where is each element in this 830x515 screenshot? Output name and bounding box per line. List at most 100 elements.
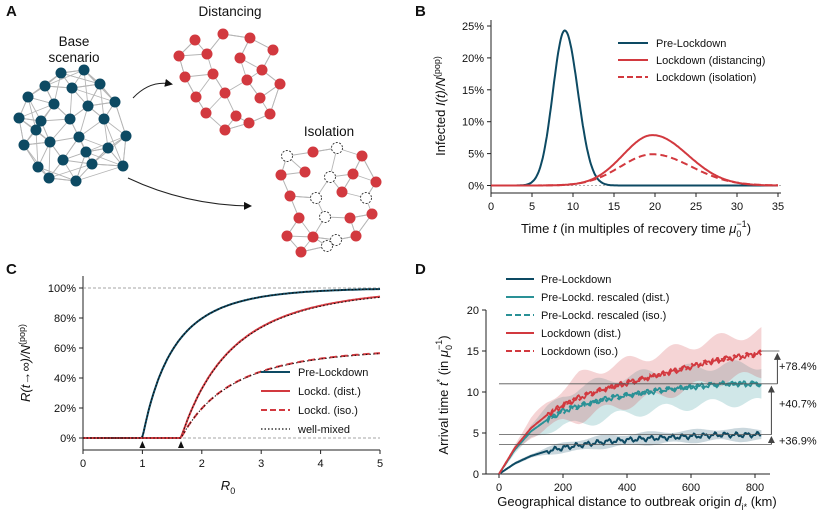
network-edge [23, 144, 50, 179]
d-ticks: 0 200 400 600 800 0 5 10 15 20 [467, 305, 764, 494]
network-node [356, 150, 368, 162]
panel-d-plot: 0 200 400 600 800 0 5 10 15 20 +78.4% +40.7% +36.9% [467, 305, 817, 494]
network-node [267, 44, 279, 56]
network-edge [18, 103, 55, 119]
network-node [219, 124, 231, 136]
network-node [43, 172, 55, 184]
network-node [102, 142, 114, 154]
network-node [57, 154, 69, 166]
b-ytick-label: 20% [462, 53, 484, 65]
network-node [39, 80, 51, 92]
c-threshold-marker-0 [139, 441, 146, 448]
network-node [189, 34, 201, 46]
arrow-to-distancing [132, 78, 173, 99]
b-xtick-label: 35 [772, 201, 784, 213]
base-scenario-label-1: Base [59, 34, 90, 49]
d-ytick-label: 20 [467, 305, 479, 317]
d-annot-36: +36.9% [779, 435, 817, 447]
c-xtick-label: 4 [318, 458, 324, 470]
d-legend-lock-iso: Lockdown (iso.) [541, 346, 618, 358]
base-network [13, 64, 132, 187]
network-node [336, 186, 348, 198]
network-edge [114, 101, 127, 137]
network-node [234, 52, 246, 64]
panel-label-b: B [415, 3, 426, 20]
network-node [370, 176, 382, 188]
b-xtick-label: 20 [649, 201, 661, 213]
b-xtick-label: 10 [567, 201, 579, 213]
d-curves [498, 349, 762, 475]
network-node [82, 100, 94, 112]
b-ytick-label: 10% [462, 117, 484, 129]
d-ytick-label: 5 [473, 428, 479, 440]
network-node [241, 74, 253, 86]
d-ytick-label: 10 [467, 387, 479, 399]
d-legend-scaled-dist: Pre-Lockd. rescaled (dist.) [541, 292, 669, 304]
network-node [219, 87, 231, 99]
c-legend: Pre-Lockdown Lockd. (dist.) Lockd. (iso.… [261, 367, 368, 436]
b-xlabel: Time t (in multiples of recovery time μ0… [521, 219, 751, 239]
c-curves [83, 288, 381, 448]
isolated-node [281, 150, 293, 162]
network-node [64, 113, 76, 125]
network-node [179, 71, 191, 83]
network-edge [35, 129, 39, 168]
b-curves [491, 29, 778, 187]
network-node [22, 91, 34, 103]
network-node [307, 146, 319, 158]
network-node [109, 96, 121, 108]
d-legend: Pre-Lockdown Pre-Lockd. rescaled (dist.)… [506, 274, 669, 358]
network-node [86, 158, 98, 170]
network-edge [85, 151, 124, 167]
isolated-node [319, 211, 331, 223]
distancing-label: Distancing [198, 4, 261, 19]
b-legend: Pre-Lockdown Lockdown (distancing) Lockd… [618, 38, 765, 84]
c-legend-wm: well-mixed [297, 424, 350, 436]
b-legend-pre: Pre-Lockdown [656, 38, 726, 50]
network-edge [60, 72, 101, 85]
d-series-2 [498, 380, 762, 475]
network-node [230, 110, 242, 122]
network-node [80, 146, 92, 158]
d-xlabel: Geographical distance to outbreak origin… [497, 494, 776, 512]
network-node [35, 115, 47, 127]
d-series-4 [498, 350, 762, 475]
b-xtick-label: 25 [690, 201, 702, 213]
network-node [256, 64, 268, 76]
base-scenario-label-2: scenario [48, 50, 99, 65]
network-edge [48, 141, 51, 179]
isolated-node [360, 192, 372, 204]
network-node [299, 166, 311, 178]
c-legend-pre: Pre-Lockdown [298, 367, 368, 379]
network-node [13, 112, 25, 124]
b-xtick-label: 0 [488, 201, 494, 213]
network-node [66, 82, 78, 94]
panel-label-a: A [6, 3, 17, 20]
network-node [307, 231, 319, 243]
network-node [70, 175, 82, 187]
network-node [73, 131, 85, 143]
c-xtick-label: 5 [377, 458, 383, 470]
network-edge [83, 69, 89, 107]
d-xtick-label: 400 [618, 482, 636, 494]
network-node [55, 67, 67, 79]
c-xtick-label: 1 [139, 458, 145, 470]
b-ticks: 0 5 10 15 20 25 30 35 0% 5% 10% 15% 20% 25% [462, 21, 784, 213]
network-node [295, 246, 307, 258]
b-xtick-label: 30 [731, 201, 743, 213]
panel-label-c: C [6, 261, 17, 278]
network-node [275, 169, 287, 181]
d-annotations: +78.4% +40.7% +36.9% [499, 350, 817, 447]
network-node [344, 212, 356, 224]
b-ytick-label: 5% [468, 149, 484, 161]
b-series-0 [491, 29, 778, 187]
network-node [78, 64, 90, 76]
d-ylabel: Arrival time t* (in μ0−1) [434, 335, 454, 454]
network-node [366, 208, 378, 220]
d-ytick-label: 15 [467, 346, 479, 358]
isolated-node [324, 171, 336, 183]
c-ytick-label: 100% [48, 283, 76, 295]
d-bands [499, 327, 762, 474]
d-legend-pre: Pre-Lockdown [541, 274, 611, 286]
